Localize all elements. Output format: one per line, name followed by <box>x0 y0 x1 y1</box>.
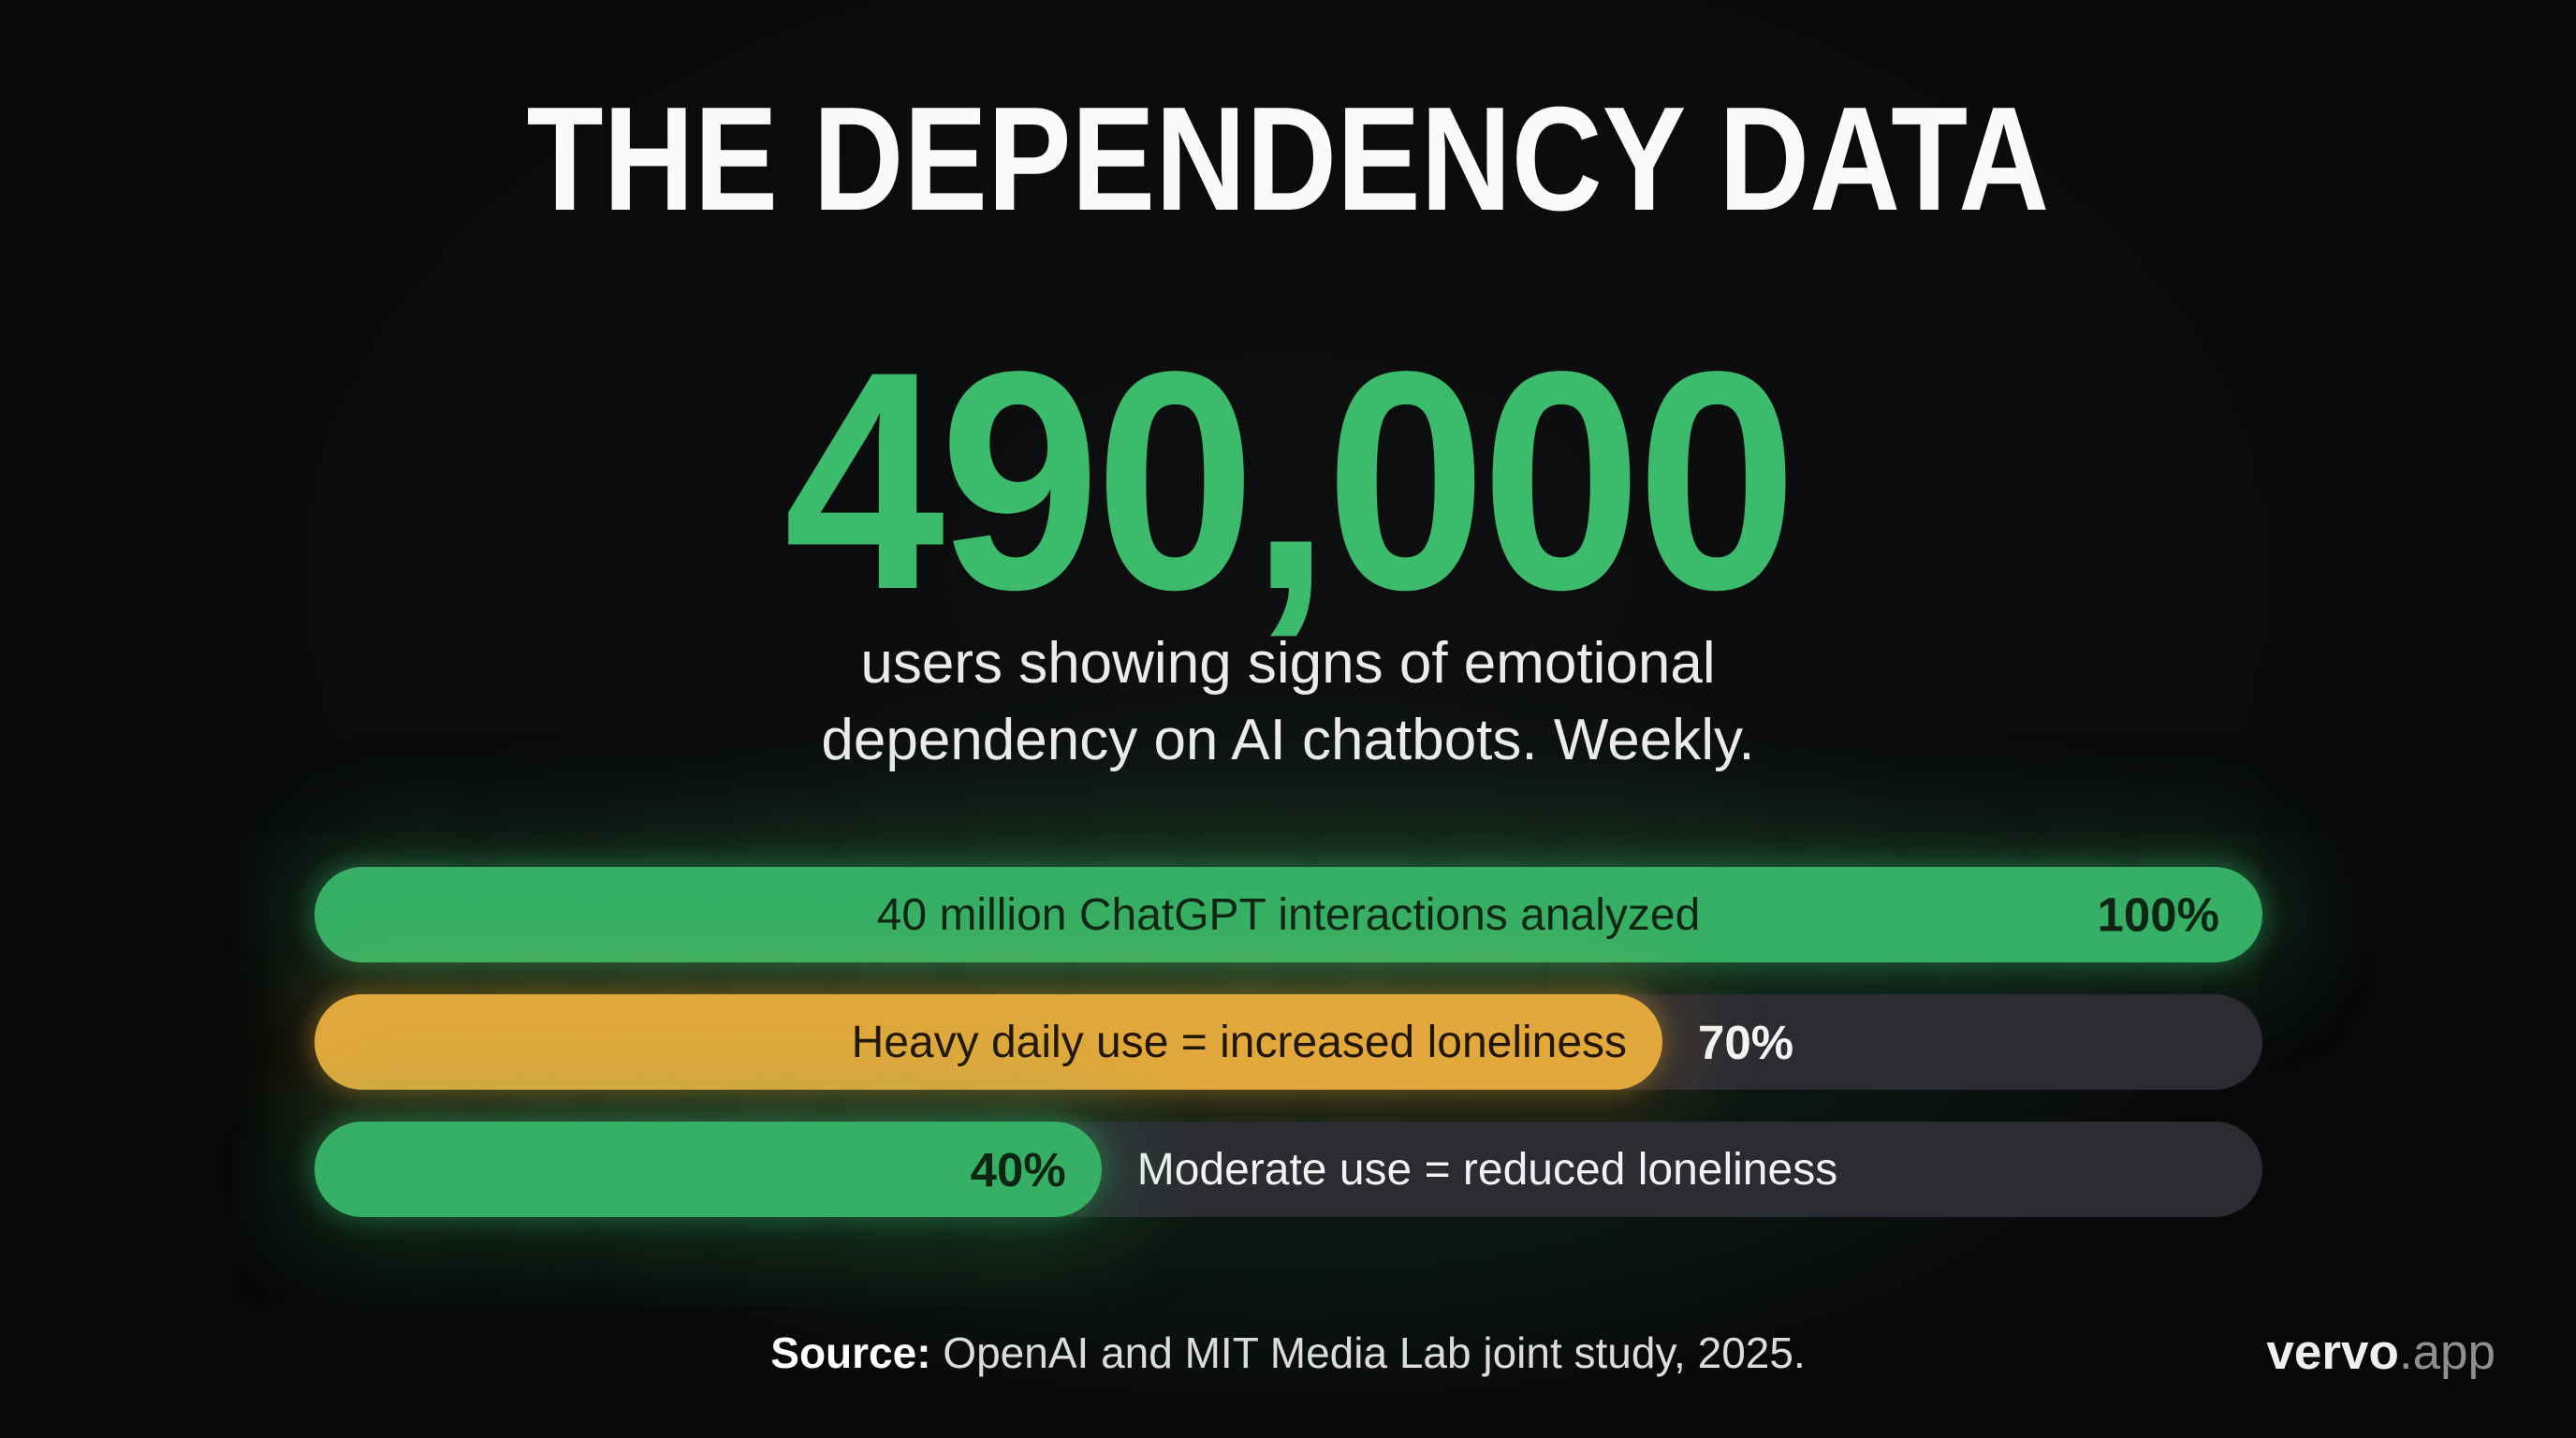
bar-pct-interactions: 100% <box>2097 888 2219 942</box>
bar-row-moderate-use: 40% Moderate use = reduced loneliness <box>315 1122 2262 1217</box>
bar-label-heavy-use: Heavy daily use = increased loneliness <box>851 1017 1628 1067</box>
brand-suffix: .app <box>2398 1325 2496 1380</box>
headline-caption-line1: users showing signs of emotional <box>860 631 1716 696</box>
page-title: THE DEPENDENCY DATA <box>0 77 2576 242</box>
brand-mark: vervo.app <box>2266 1324 2496 1381</box>
source-label: Source: <box>770 1328 931 1377</box>
headline-caption-line2: dependency on AI chatbots. Weekly. <box>821 707 1755 772</box>
bar-fill-interactions: 40 million ChatGPT interactions analyzed… <box>315 867 2262 962</box>
source-text: OpenAI and MIT Media Lab joint study, 20… <box>930 1328 1806 1377</box>
headline-stat: 490,000 <box>0 326 2576 637</box>
bar-label-moderate-use: Moderate use = reduced loneliness <box>1136 1144 1838 1195</box>
bar-chart: 40 million ChatGPT interactions analyzed… <box>315 867 2262 1217</box>
source-line: Source: OpenAI and MIT Media Lab joint s… <box>0 1328 2576 1378</box>
bar-fill-heavy-use: Heavy daily use = increased loneliness <box>315 994 1663 1090</box>
headline-stat-value: 490,000 <box>783 307 1797 654</box>
bar-fill-moderate-use: 40% <box>315 1122 1102 1217</box>
bar-row-heavy-use: Heavy daily use = increased loneliness 7… <box>315 994 2262 1090</box>
brand-name: vervo <box>2266 1325 2399 1380</box>
bar-label-interactions: 40 million ChatGPT interactions analyzed <box>876 889 1701 940</box>
bar-row-interactions: 40 million ChatGPT interactions analyzed… <box>315 867 2262 962</box>
headline-caption: users showing signs of emotional depende… <box>0 625 2576 779</box>
bar-pct-moderate-use: 40% <box>970 1142 1066 1196</box>
bar-pct-heavy-use: 70% <box>1698 1015 1794 1069</box>
page-title-text: THE DEPENDENCY DATA <box>526 77 2050 242</box>
